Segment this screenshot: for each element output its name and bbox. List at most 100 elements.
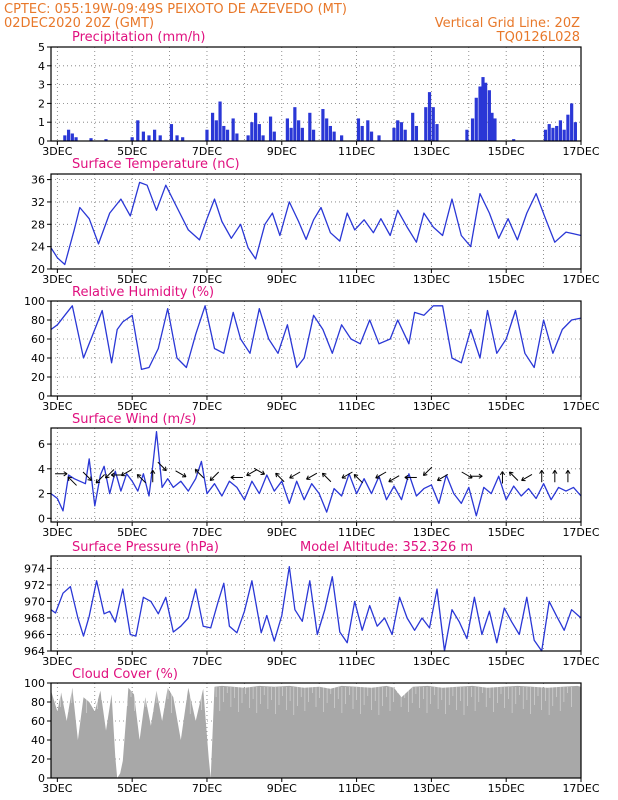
wind-arrow — [95, 474, 105, 484]
wind-arrow-shaft — [157, 461, 167, 471]
wind-arrow — [104, 469, 115, 479]
xtick-label-rh-0: 3DEC — [42, 400, 72, 413]
precip-bar — [551, 127, 555, 141]
xtick-label-pressure-0: 3DEC — [42, 655, 72, 668]
wind-arrow-head — [105, 476, 110, 479]
precip-bar — [360, 125, 364, 141]
wind-arrow-head — [137, 473, 142, 476]
xtick-label-pressure-2: 7DEC — [192, 655, 222, 668]
wind-arrow — [120, 469, 133, 477]
panel-title-pressure: Surface Pressure (hPa) — [72, 540, 219, 555]
precip-bar — [566, 114, 570, 141]
wind-arrow — [353, 473, 364, 484]
wind-arrow-shaft — [246, 469, 258, 476]
wind-arrow — [230, 474, 243, 481]
precip-bar — [484, 82, 488, 141]
xtick-label-rh-1: 5DEC — [117, 400, 147, 413]
wind-arrow-head — [388, 477, 392, 482]
precip-bar — [250, 122, 254, 141]
wind-arrow-head — [210, 479, 215, 481]
xtick-label-precip-4: 11DEC — [338, 145, 375, 158]
wind-arrow — [461, 471, 473, 479]
ytick-label-wind-3: 6 — [38, 438, 45, 451]
ytick-label-rh-4: 80 — [31, 314, 45, 327]
wind-arrow-shaft — [289, 471, 301, 479]
wind-arrow-head — [67, 476, 70, 481]
wind-arrow-shaft — [306, 472, 318, 480]
wind-arrow-shaft — [121, 469, 133, 476]
ytick-label-temp-0: 20 — [31, 263, 45, 276]
wind-arrow-head — [478, 473, 483, 477]
xtick-label-temp-1: 5DEC — [117, 273, 147, 286]
ytick-label-cloud-1: 20 — [31, 753, 45, 766]
ytick-label-precip-4: 4 — [38, 60, 45, 73]
precip-bar — [465, 129, 469, 141]
precip-bar — [235, 133, 239, 141]
series-line-pressure — [50, 566, 582, 652]
wind-arrow-head — [404, 477, 409, 481]
wind-arrow-shaft — [521, 474, 533, 481]
wind-arrow-head — [95, 478, 98, 484]
precip-bar — [214, 120, 218, 141]
precip-bar — [493, 118, 497, 141]
wind-arrow-shaft — [461, 471, 473, 479]
ytick-label-precip-5: 5 — [38, 41, 45, 54]
wind-arrow-head — [478, 475, 483, 479]
header-model-id: TQ0126L028 — [496, 30, 580, 45]
panel-temp: Surface Temperature (nC) 20 24 28 32 36 3DEC 5D… — [31, 157, 600, 286]
ytick-label-temp-1: 24 — [31, 241, 45, 254]
wind-arrow-shaft — [353, 474, 364, 484]
precip-bar — [141, 131, 145, 141]
xtick-label-cloud-3: 9DEC — [267, 782, 297, 795]
wind-arrow-head — [90, 476, 93, 481]
wind-arrow-head — [499, 471, 503, 476]
wind-arrow-head — [246, 471, 249, 476]
precip-bar — [470, 118, 475, 141]
precip-bar — [328, 125, 333, 141]
xtick-label-temp-2: 7DEC — [192, 273, 222, 286]
ytick-label-precip-0: 0 — [38, 135, 45, 148]
precip-bar — [543, 129, 548, 141]
wind-arrow-shaft — [82, 471, 92, 481]
wind-arrow — [253, 467, 265, 475]
precip-bar — [136, 120, 140, 141]
wind-arrow — [341, 471, 353, 479]
xtick-label-temp-3: 9DEC — [267, 273, 297, 286]
precip-bar — [427, 92, 432, 141]
xtick-label-wind-0: 3DEC — [42, 526, 72, 539]
wind-arrow — [289, 471, 301, 479]
panel-frame-precip — [50, 46, 582, 142]
panel-title-wind: Surface Wind (m/s) — [72, 412, 196, 427]
wind-arrow-head — [539, 469, 543, 474]
wind-arrow-head — [322, 472, 327, 475]
ytick-label-wind-0: 0 — [38, 512, 45, 525]
wind-arrow-shaft — [341, 471, 353, 479]
xtick-label-precip-0: 3DEC — [42, 145, 72, 158]
xtick-label-wind-4: 11DEC — [338, 526, 375, 539]
ytick-label-temp-3: 32 — [31, 196, 45, 209]
precip-bar — [403, 129, 407, 141]
precip-bar — [558, 120, 563, 141]
precip-bar — [285, 118, 289, 141]
wind-arrow-head — [262, 470, 265, 475]
xtick-label-pressure-4: 11DEC — [338, 655, 375, 668]
precip-bar — [272, 131, 276, 141]
xtick-label-cloud-6: 15DEC — [488, 782, 525, 795]
wind-arrow-head — [194, 469, 197, 474]
precip-bar — [377, 135, 381, 141]
wind-arrow — [404, 474, 417, 481]
wind-arrow-head — [422, 471, 425, 476]
xtick-label-temp-4: 11DEC — [338, 273, 375, 286]
wind-arrow-head — [521, 476, 524, 481]
wind-arrow — [321, 472, 332, 483]
precip-bar — [63, 135, 67, 141]
wind-arrow — [306, 472, 318, 480]
wind-arrow-shaft — [95, 474, 105, 484]
wind-arrow-head — [183, 472, 187, 477]
panel-pressure: Surface Pressure (hPa) Model Altitude: 35… — [24, 540, 600, 668]
wind-arrow-shaft — [375, 471, 387, 479]
wind-arrow — [209, 471, 220, 481]
wind-arrow — [388, 475, 400, 483]
wind-arrow-shaft — [105, 469, 115, 479]
panel-rh: Relative Humidity (%) 0 20 40 60 80 100 3DEC 5DE… — [24, 285, 600, 413]
